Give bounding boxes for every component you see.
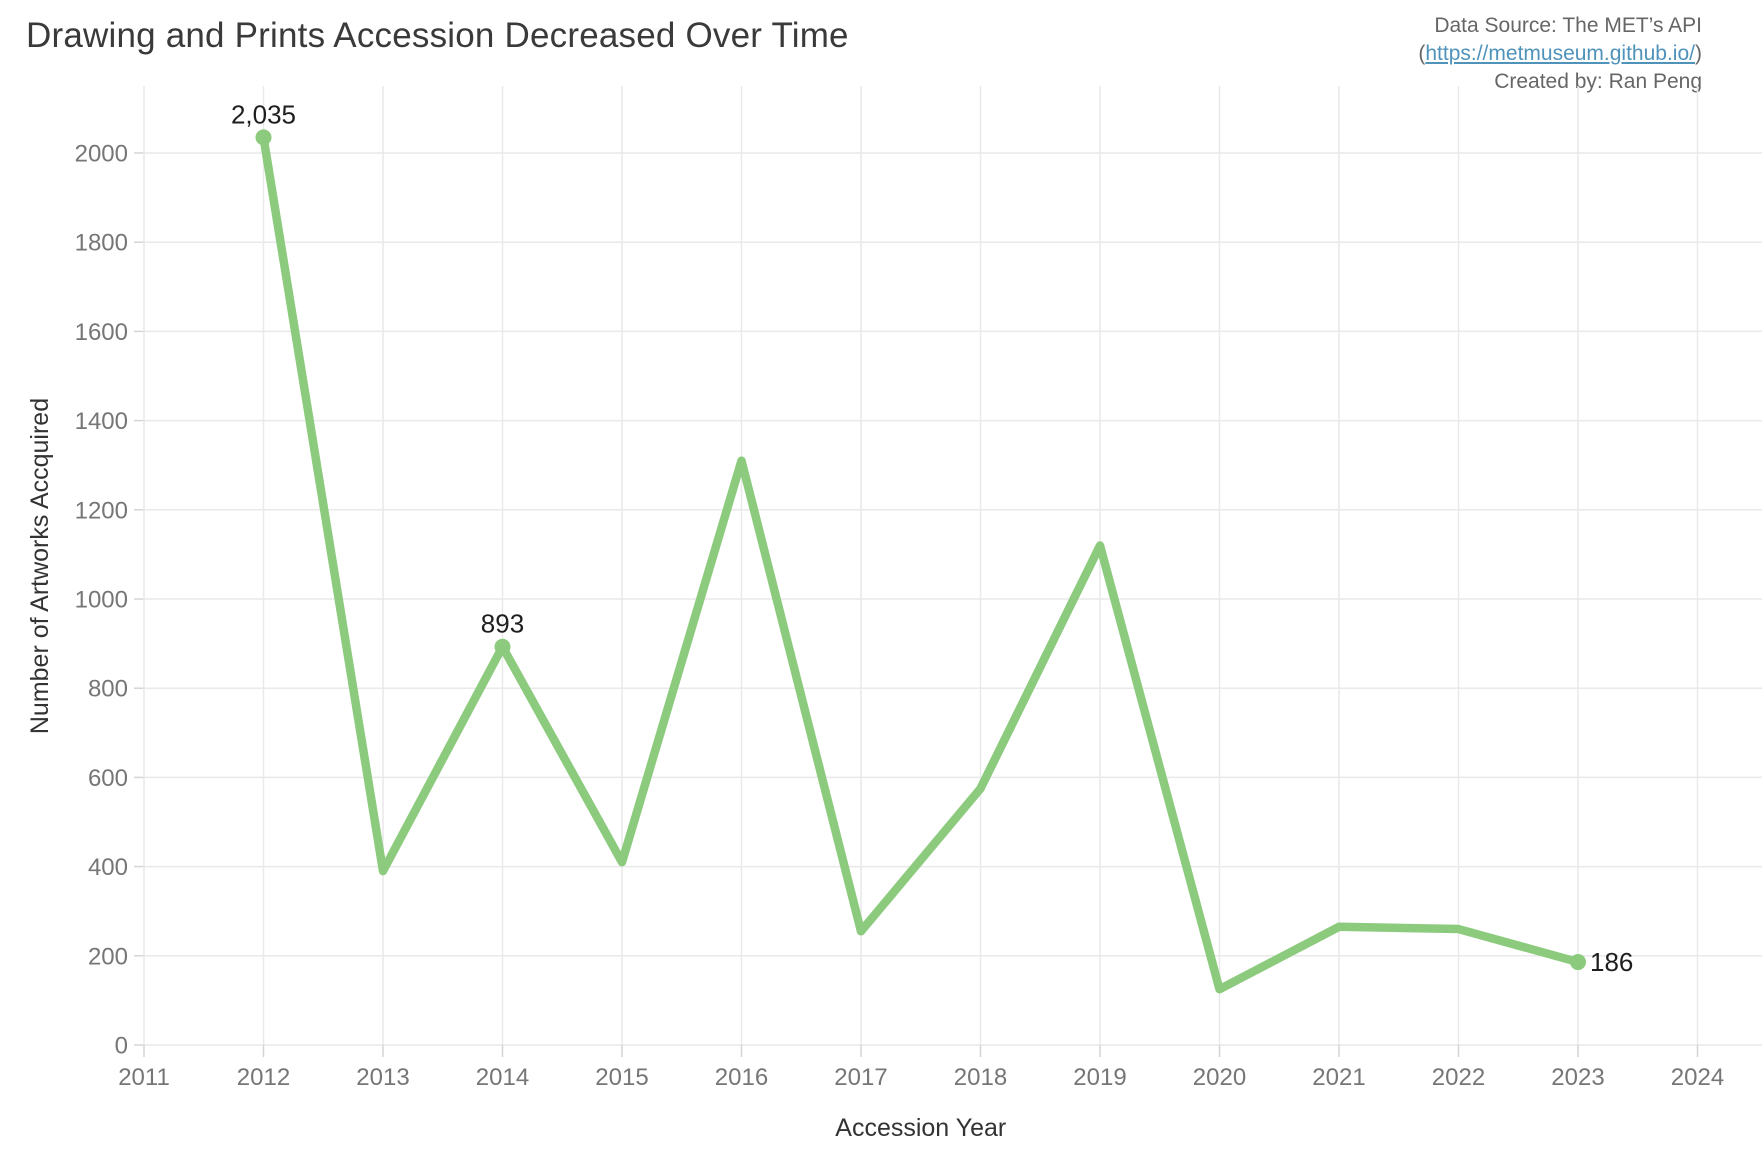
y-tick-label: 1200 [75, 497, 128, 524]
x-tick-label: 2021 [1312, 1064, 1365, 1091]
data-point-marker [1570, 954, 1586, 971]
y-tick-label: 1600 [75, 319, 128, 346]
source-link-line: (https://metmuseum.github.io/) [1418, 40, 1702, 68]
x-tick-label: 2019 [1073, 1064, 1126, 1091]
page-title: Drawing and Prints Accession Decreased O… [26, 16, 849, 55]
series-line [259, 133, 1583, 994]
y-tick-label: 800 [88, 676, 128, 703]
y-axis-title: Number of Artworks Accquired [26, 398, 54, 734]
x-tick-label: 2023 [1551, 1064, 1604, 1091]
x-tick-label: 2017 [834, 1064, 887, 1091]
x-tick-label: 2018 [954, 1064, 1007, 1091]
y-tick-label: 200 [88, 943, 128, 970]
x-tick-label: 2014 [476, 1064, 529, 1091]
x-axis-title: Accession Year [835, 1114, 1006, 1142]
y-tick-label: 1800 [75, 230, 128, 257]
paren-open: ( [1418, 42, 1426, 65]
data-point-marker [255, 129, 272, 146]
x-tick-label: 2012 [237, 1064, 290, 1091]
y-tick-label: 400 [88, 854, 128, 881]
y-tick-label: 2000 [75, 141, 128, 168]
x-tick-label: 2020 [1193, 1064, 1246, 1091]
paren-close: ) [1695, 42, 1702, 65]
data-source-text: Data Source: The MET’s API [1434, 14, 1702, 37]
data-point-label: 186 [1590, 947, 1633, 977]
x-tick-label: 2016 [715, 1064, 768, 1091]
y-tick-label: 600 [88, 765, 128, 792]
y-tick-label: 1400 [75, 408, 128, 435]
source-link[interactable]: https://metmuseum.github.io/ [1425, 42, 1695, 65]
source-block: Data Source: The MET’s API (https://metm… [1418, 12, 1702, 96]
x-tick-label: 2024 [1671, 1064, 1724, 1091]
x-tick-label: 2013 [356, 1064, 409, 1091]
x-tick-label: 2022 [1432, 1064, 1485, 1091]
y-tick-label: 1000 [75, 587, 128, 614]
x-tick-label: 2011 [118, 1064, 170, 1091]
data-point-label: 893 [481, 609, 524, 639]
x-tick-label: 2015 [595, 1064, 648, 1091]
data-point-marker [494, 638, 511, 655]
data-point-label: 2,035 [231, 99, 296, 129]
y-tick-label: 0 [115, 1033, 128, 1060]
created-by-text: Created by: Ran Peng [1494, 70, 1702, 93]
